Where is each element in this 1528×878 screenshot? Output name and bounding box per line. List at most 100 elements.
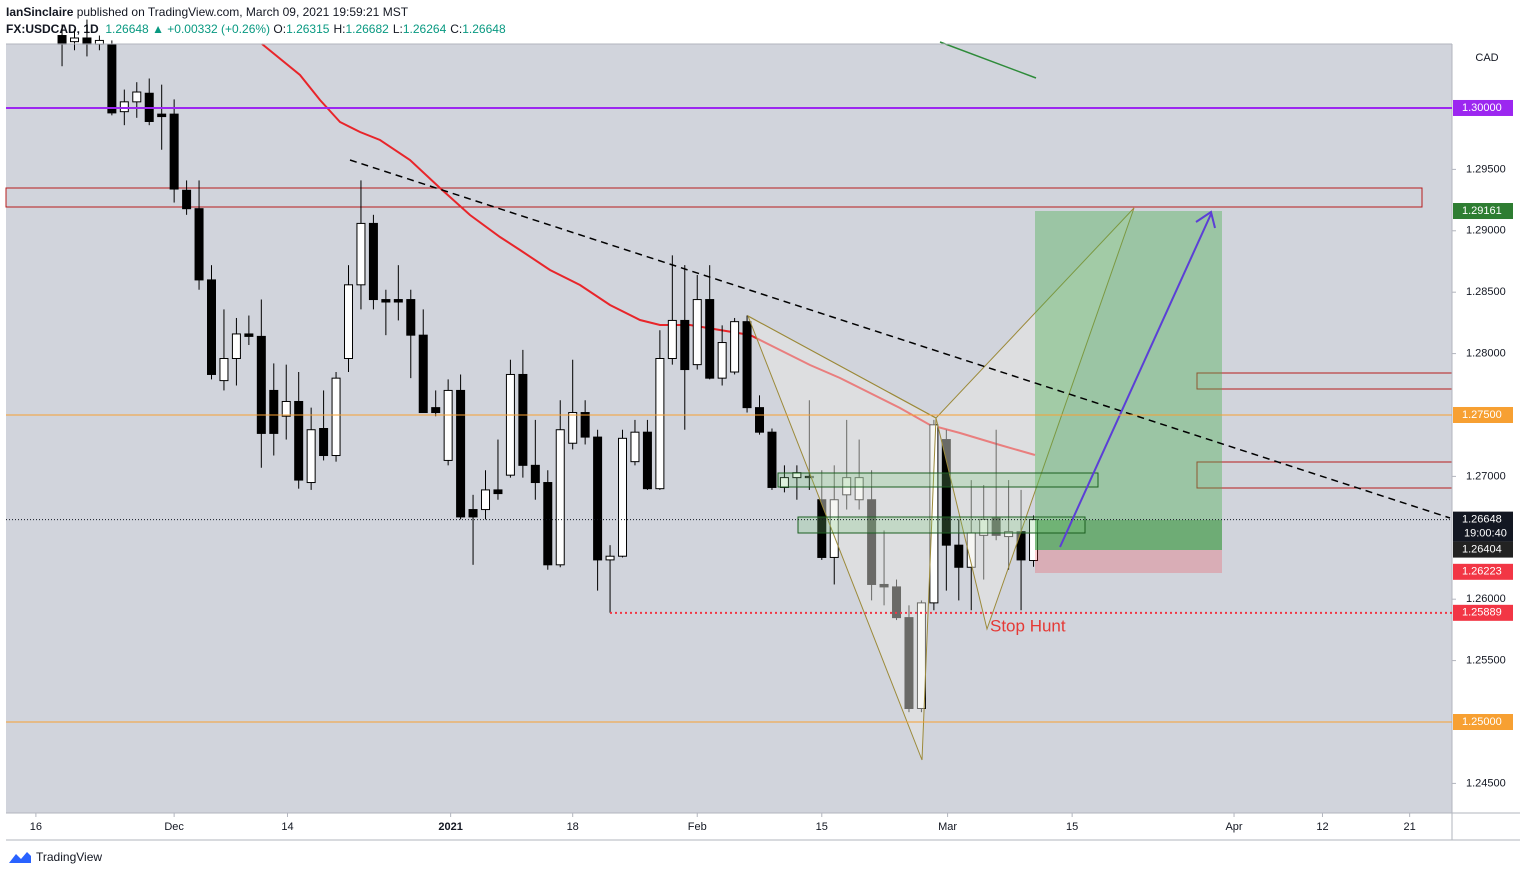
y-tick-label: 1.27000	[1466, 470, 1506, 482]
ohlc-label: O:	[273, 22, 287, 36]
candle-body	[381, 299, 391, 303]
symbol: FX:USDCAD, 1D	[6, 22, 99, 36]
y-tick-label: 1.24500	[1466, 777, 1506, 789]
price-badge	[1453, 511, 1513, 542]
candle-body	[518, 373, 528, 466]
candle-body	[767, 431, 777, 488]
price-badge-label: 1.27500	[1462, 409, 1502, 421]
candle-body	[954, 544, 964, 568]
candle-body	[481, 489, 491, 511]
price-badge-label: 1.30000	[1462, 102, 1502, 114]
candle-body	[979, 518, 989, 536]
countdown: 19:00:40	[1464, 528, 1507, 540]
author: IanSinclaire	[6, 5, 74, 19]
candle-body	[169, 113, 179, 190]
candle-body	[57, 35, 67, 45]
candle-body	[182, 189, 192, 210]
candle-body	[916, 602, 926, 709]
header: IanSinclaire published on TradingView.co…	[6, 4, 510, 38]
x-tick-label: Feb	[688, 821, 707, 833]
candle-body	[842, 477, 852, 496]
candle-body	[580, 412, 590, 438]
price-badge-label: 1.26404	[1462, 543, 1502, 555]
candle-body	[443, 389, 453, 461]
candle-body	[642, 431, 652, 490]
arrow	[1059, 213, 1212, 548]
candle-body	[867, 499, 877, 585]
ohlc-value: 1.26315	[286, 22, 330, 36]
candle-body	[294, 400, 304, 481]
candle-body	[543, 482, 553, 566]
trend-line	[939, 41, 1037, 79]
price-badge	[1453, 541, 1513, 558]
x-tick-label: 12	[1316, 821, 1328, 833]
candle-body	[755, 407, 765, 433]
pattern-bcd	[935, 207, 1135, 631]
candle-body	[555, 429, 565, 566]
candle-body	[393, 299, 403, 303]
candle-body	[493, 489, 503, 495]
candle-body	[817, 499, 827, 558]
price-badge	[1453, 99, 1513, 116]
y-tick-label: 1.28000	[1466, 347, 1506, 359]
candle-body	[231, 333, 241, 360]
candle-body	[730, 321, 740, 373]
price-badge-label: 1.25000	[1462, 716, 1502, 728]
x-tick-label: 15	[816, 821, 828, 833]
candle-body	[742, 321, 752, 409]
x-tick-label: Apr	[1225, 821, 1242, 833]
candle-body	[319, 428, 329, 457]
candle-body	[605, 555, 615, 561]
annotation: Stop Hunt	[990, 616, 1066, 635]
plot-background	[6, 44, 1452, 813]
candle-body	[630, 431, 640, 463]
candle-body	[692, 299, 702, 366]
candle-body	[468, 509, 478, 518]
ohlc-value: 1.26264	[402, 22, 447, 36]
zone	[777, 472, 1099, 488]
moving-average	[261, 43, 1036, 456]
x-tick-label: Mar	[938, 821, 957, 833]
candle-body	[119, 101, 129, 113]
ohlc-label: L:	[392, 22, 403, 36]
candle-body	[680, 319, 690, 371]
price-badge-label: 1.25889	[1462, 607, 1502, 619]
candles	[57, 19, 1039, 713]
candle-body	[431, 407, 441, 414]
y-tick-label: 1.28500	[1466, 286, 1506, 298]
pattern-line	[747, 315, 937, 419]
candle-body	[107, 43, 117, 114]
zone	[797, 516, 1086, 534]
candle-body	[530, 464, 540, 484]
candle-body	[207, 279, 217, 375]
publish-line: IanSinclaire published on TradingView.co…	[6, 4, 510, 21]
candle-body	[593, 436, 603, 561]
candle-body	[219, 358, 229, 382]
stop-zone	[1035, 550, 1222, 573]
price-badge-label: 1.26223	[1462, 566, 1502, 578]
x-tick-label: 15	[1066, 821, 1078, 833]
change: ▲ +0.00332 (+0.26%)	[152, 22, 271, 36]
candle-body	[331, 377, 341, 457]
candle-body	[418, 334, 428, 414]
candle-body	[655, 358, 665, 490]
candle-body	[991, 517, 1001, 536]
y-tick-label: 1.25500	[1466, 655, 1506, 667]
logo	[9, 852, 31, 863]
x-tick-label: 21	[1404, 821, 1416, 833]
candle-body	[256, 335, 266, 434]
y-tick-label: 1.26000	[1466, 593, 1506, 605]
zones	[5, 41, 1453, 489]
published: published on TradingView.com, March 09, …	[73, 5, 409, 19]
ohlc: O:1.26315 H:1.26682 L:1.26264 C:1.26648	[273, 22, 509, 36]
candle-body	[281, 400, 291, 417]
y-tick-label: 1.29500	[1466, 163, 1506, 175]
candle-body	[456, 389, 466, 518]
candle-body	[306, 429, 316, 484]
candle-body	[70, 37, 80, 43]
ohlc-label: H:	[333, 22, 346, 36]
x-tick-label: Dec	[164, 821, 184, 833]
y-unit: CAD	[1475, 52, 1498, 64]
candle-body	[1004, 531, 1014, 538]
